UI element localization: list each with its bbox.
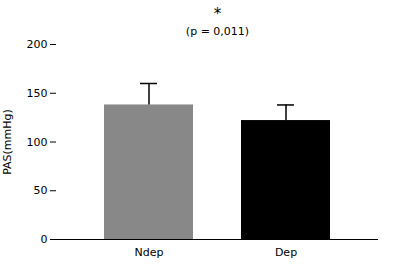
svg-text:100: 100 [27, 136, 48, 149]
svg-text:50: 50 [34, 184, 48, 197]
svg-text:PAS(mmHg): PAS(mmHg) [1, 109, 14, 175]
svg-text:0: 0 [41, 233, 48, 246]
svg-text:(p = 0,011): (p = 0,011) [186, 25, 249, 38]
svg-text:*: * [214, 5, 222, 23]
svg-text:Dep: Dep [275, 246, 297, 259]
svg-text:150: 150 [27, 87, 48, 100]
svg-text:200: 200 [27, 38, 48, 51]
svg-text:Ndep: Ndep [135, 246, 164, 259]
